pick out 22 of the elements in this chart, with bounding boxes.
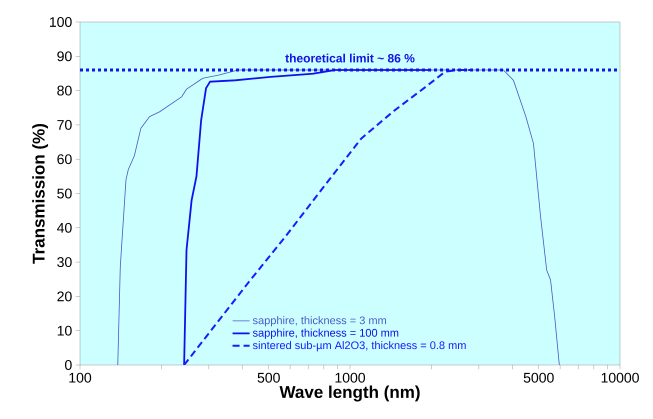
y-tick-label: 0 xyxy=(65,360,72,370)
y-tick-label: 10 xyxy=(58,326,72,336)
y-tick-label: 70 xyxy=(57,120,72,130)
legend-label: sintered sub-µm Al2O3, thickness = 0.8 mm xyxy=(252,341,466,352)
y-tick-label: 100 xyxy=(50,17,72,27)
x-tick-label: 5000 xyxy=(524,372,554,383)
y-tick-label: 90 xyxy=(57,51,72,62)
y-tick-label: 50 xyxy=(57,188,72,198)
y-tick-label: 20 xyxy=(57,291,72,302)
y-tick-label: 60 xyxy=(57,154,72,164)
x-tick-label: 500 xyxy=(258,372,280,383)
y-tick-label: 30 xyxy=(57,257,72,268)
legend-label: sapphire, thickness = 3 mm xyxy=(252,316,386,326)
x-tick-label: 1000 xyxy=(335,372,366,383)
legend-label: sapphire, thickness = 100 mm xyxy=(252,328,398,339)
y-tick-label: 80 xyxy=(57,86,72,96)
x-axis-title: Wave length (nm) xyxy=(280,386,420,402)
ref-line-label: theoretical limit ~ 86 % xyxy=(285,54,415,63)
x-tick-label: 100 xyxy=(69,372,92,383)
y-tick-label: 40 xyxy=(57,222,72,233)
x-tick-label: 10000 xyxy=(602,372,639,383)
y-axis-title: Transmission (%) xyxy=(32,124,48,264)
